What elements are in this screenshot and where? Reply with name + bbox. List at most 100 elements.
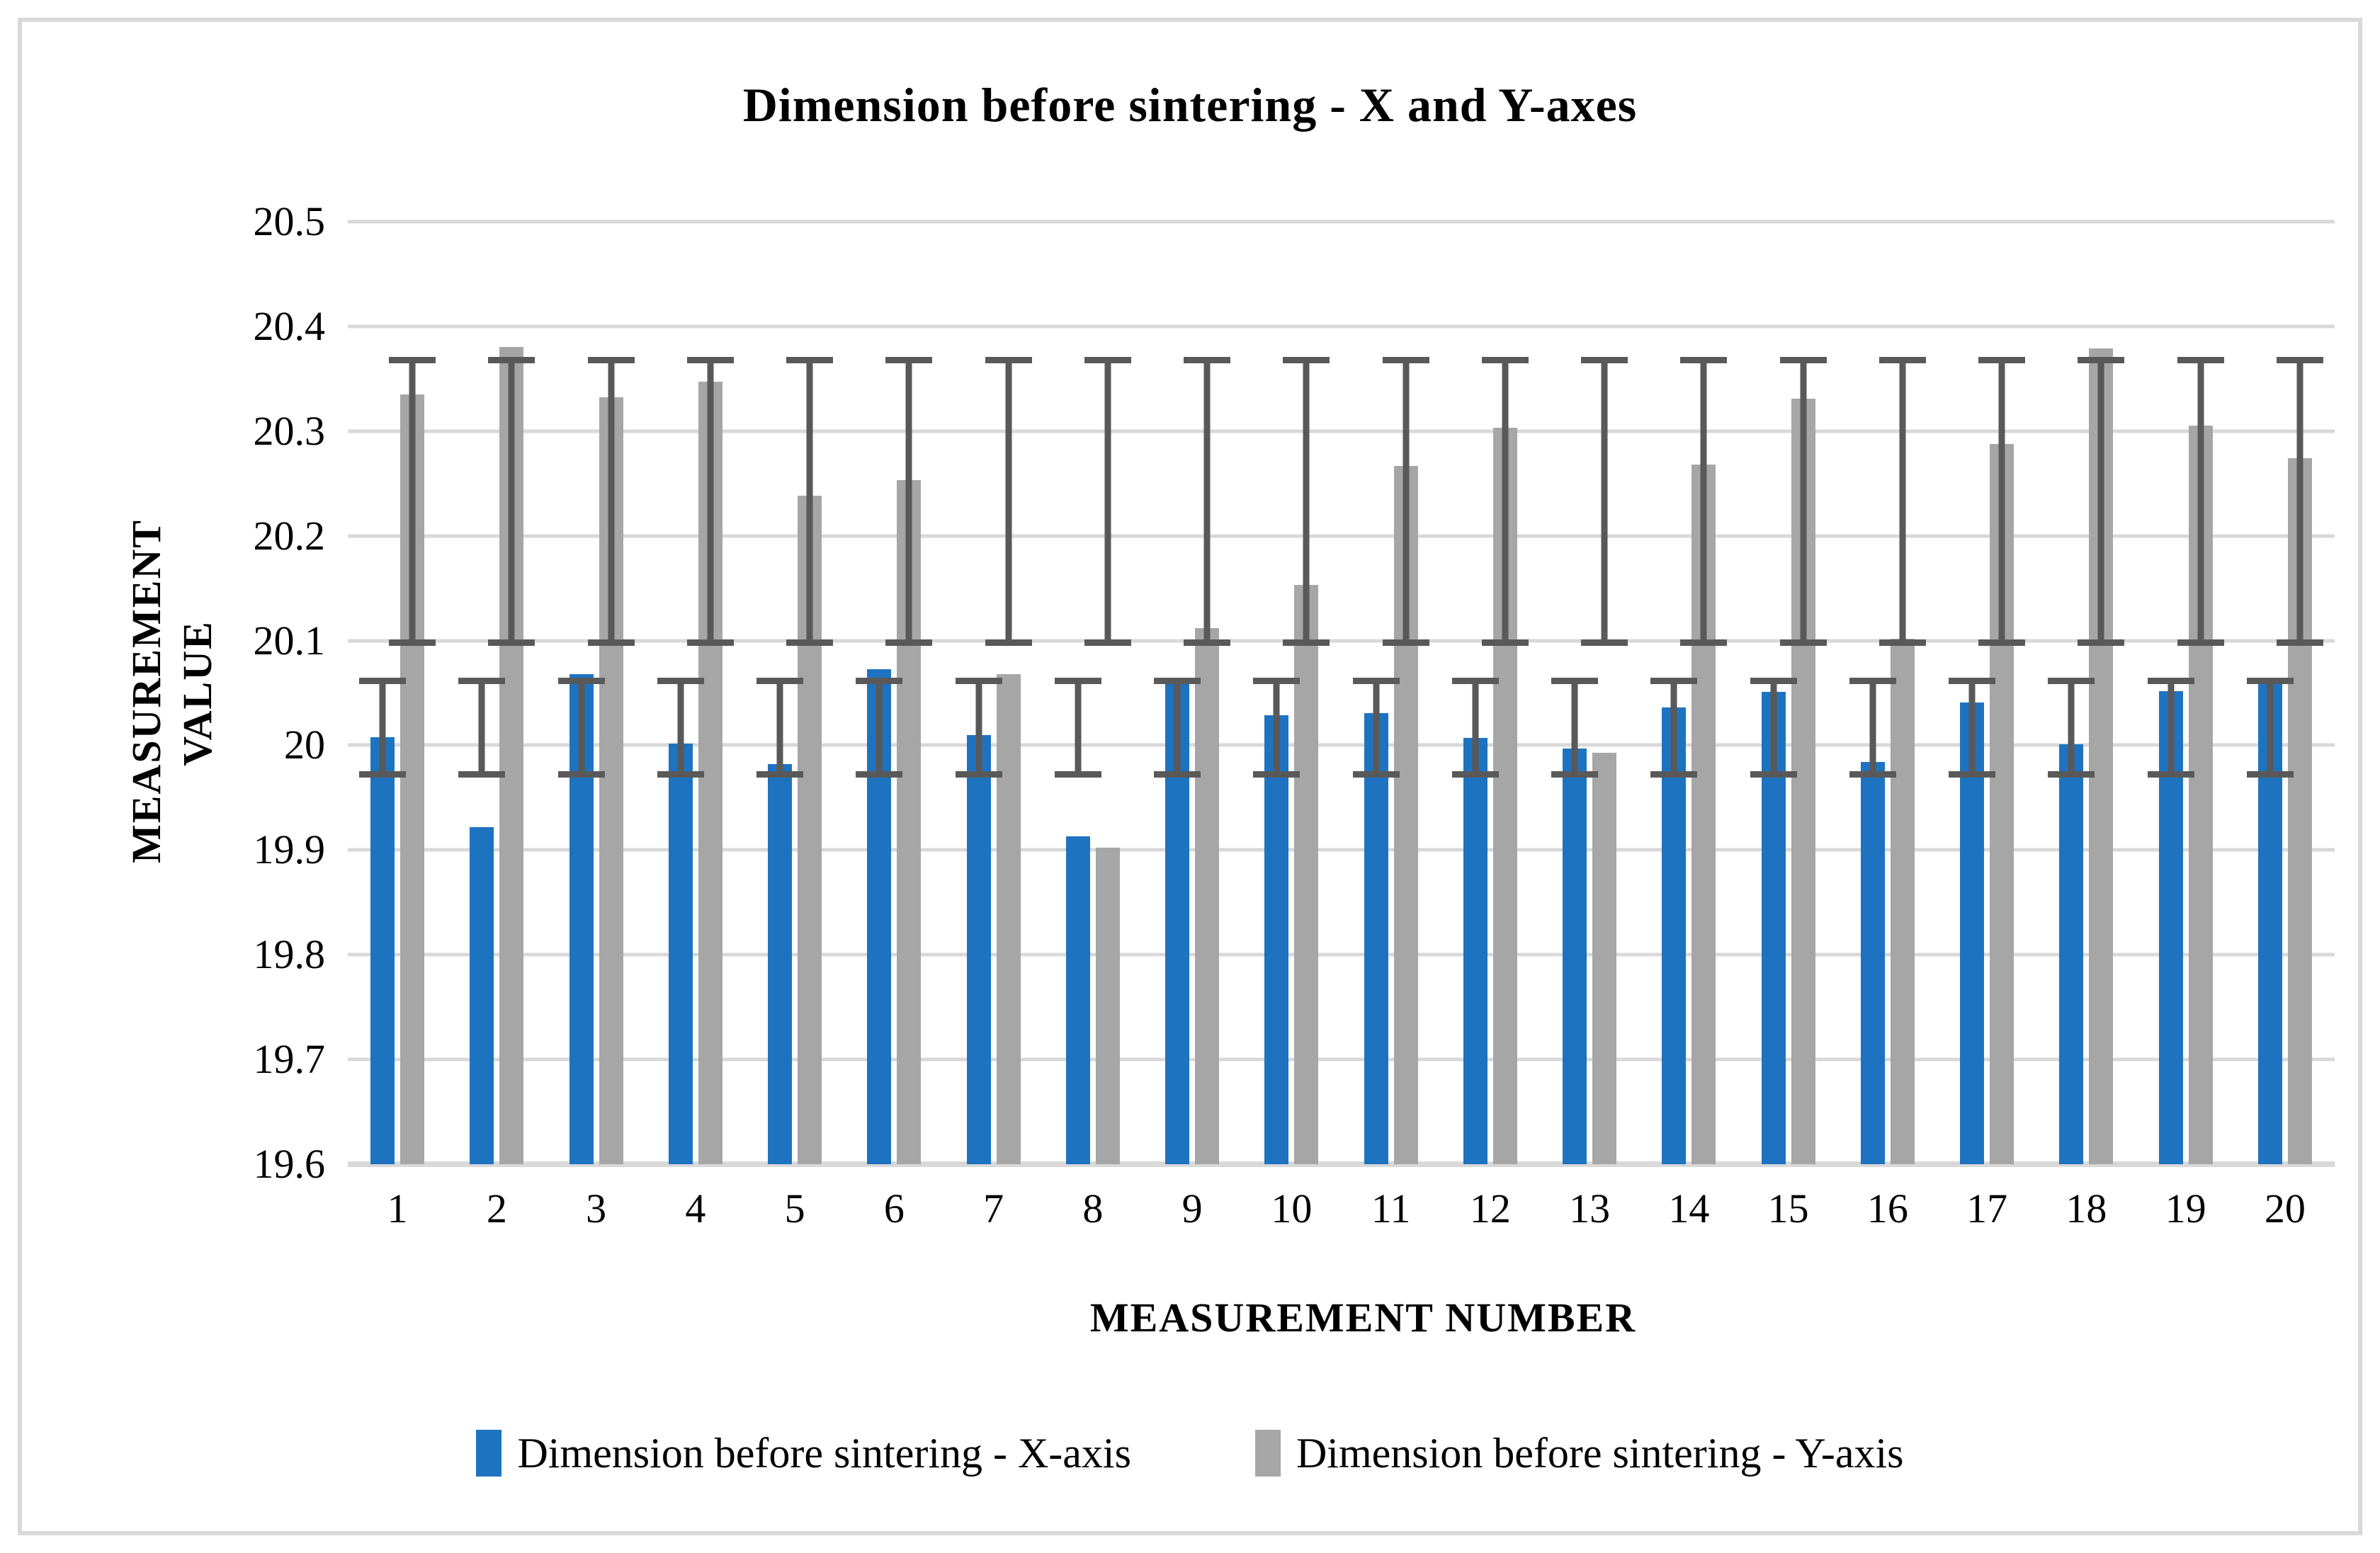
error-bar-stem [1273,680,1280,775]
error-bar-cap-top [1878,357,1926,364]
bar-group [1739,222,1838,1164]
gridline [348,324,2335,329]
error-bar-cap-top [1382,357,1429,364]
error-bar-stem [905,360,912,643]
error-bar-cap-top [1084,357,1131,364]
x-tick-label: 9 [1182,1185,1203,1231]
error-bar-cap-bottom [657,770,704,778]
bar-group [1937,222,2036,1164]
bar-x-axis [1364,712,1388,1164]
error-bar-y-axis [1680,357,1728,646]
bar-x-axis [1463,738,1488,1164]
x-tick-label: 19 [2165,1185,2206,1231]
bar-group [646,222,745,1164]
error-bar-cap-bottom [1253,770,1300,778]
error-bar-cap-bottom [856,770,903,778]
x-tick-label: 18 [2066,1185,2107,1231]
chart-title: Dimension before sintering - X and Y-axe… [742,78,1638,132]
error-bar-cap-top [2147,677,2194,684]
error-bar-stem [1899,360,1906,643]
error-bar-cap-top [2246,677,2294,684]
x-axis-title: MEASUREMENT NUMBER [1089,1295,1637,1341]
x-tick-label: 7 [983,1185,1004,1231]
error-bar-cap-top [1779,357,1827,364]
error-bar-cap-bottom [955,770,1002,778]
y-tick-label: 19.9 [253,826,326,873]
error-bar-x-axis [1949,677,1996,778]
x-tick-label: 6 [883,1185,905,1231]
error-bar-cap-top [1253,677,1300,684]
error-bar-stem [379,680,386,775]
error-bar-stem [1005,360,1012,643]
error-bar-stem [1670,680,1677,775]
bar-group [2236,222,2335,1164]
error-bar-cap-top [1551,677,1599,684]
x-tick-label: 16 [1866,1185,1908,1231]
error-bar-cap-top [756,677,804,684]
error-bar-stem [806,360,813,643]
error-bar-cap-top [2276,357,2323,364]
error-bar-y-axis [1581,357,1628,646]
error-bar-y-axis [488,357,536,646]
error-bar-stem [1402,360,1410,643]
legend-label: Dimension before sintering - X-axis [517,1430,1131,1477]
x-tick-label: 3 [586,1185,607,1231]
bar-x-axis [470,826,494,1164]
error-bar-stem [2068,680,2075,775]
error-bar-stem [1869,680,1876,775]
y-tick-label: 20.4 [253,302,326,349]
error-bar-y-axis [1481,357,1529,646]
bar-x-axis [1860,762,1885,1164]
error-bar-x-axis [1451,677,1499,778]
error-bar-cap-top [458,677,506,684]
error-bar-cap-bottom [1451,770,1499,778]
error-bar-y-axis [1978,357,2026,646]
error-bar-x-axis [1352,677,1400,778]
error-bar-x-axis [1154,677,1201,778]
legend-label: Dimension before sintering - Y-axis [1296,1430,1904,1477]
x-tick-label: 20 [2264,1185,2306,1231]
error-bar-cap-top [885,357,933,364]
error-bar-cap-top [389,357,436,364]
bar-group [1540,222,1639,1164]
error-bar-stem [1968,680,1976,775]
error-bar-stem [508,360,515,643]
bar-group [447,222,546,1164]
error-bar-y-axis [1382,357,1429,646]
error-bar-x-axis [2048,677,2095,778]
error-bar-cap-top [1581,357,1628,364]
error-bar-cap-bottom [2246,770,2294,778]
error-bar-x-axis [557,677,605,778]
error-bar-y-axis [2276,357,2323,646]
error-bar-cap-top [1650,677,1698,684]
error-bar-x-axis [2147,677,2194,778]
legend-marker-y-axis [1254,1430,1281,1477]
chart-frame: Dimension before sintering - X and Y-axe… [18,18,2362,1535]
error-bar-x-axis [856,677,903,778]
error-bar-cap-top [686,357,734,364]
error-bar-x-axis [2246,677,2294,778]
error-bar-stem [1601,360,1608,643]
gridline [348,743,2335,747]
bar-x-axis [370,736,395,1164]
error-bar-y-axis [2177,357,2224,646]
bar-group [1043,222,1143,1164]
error-bar-cap-bottom [985,639,1032,646]
error-bar-cap-bottom [1650,770,1698,778]
bar-y-axis [1294,585,1319,1164]
y-tick-label: 20.2 [253,512,326,559]
error-bar-cap-top [2078,357,2125,364]
y-tick-label: 20.1 [253,617,326,664]
error-bar-cap-top [2177,357,2224,364]
error-bar-stem [677,680,684,775]
error-bar-stem [608,360,615,643]
error-bar-y-axis [686,357,734,646]
gridline [348,639,2335,643]
bar-x-axis [768,764,793,1164]
error-bar-cap-bottom [2078,639,2125,646]
bar-y-axis [1592,752,1617,1164]
error-bar-cap-bottom [1581,639,1628,646]
bar-group [2136,222,2236,1164]
bar-x-axis [966,734,991,1164]
gridline [348,429,2335,433]
